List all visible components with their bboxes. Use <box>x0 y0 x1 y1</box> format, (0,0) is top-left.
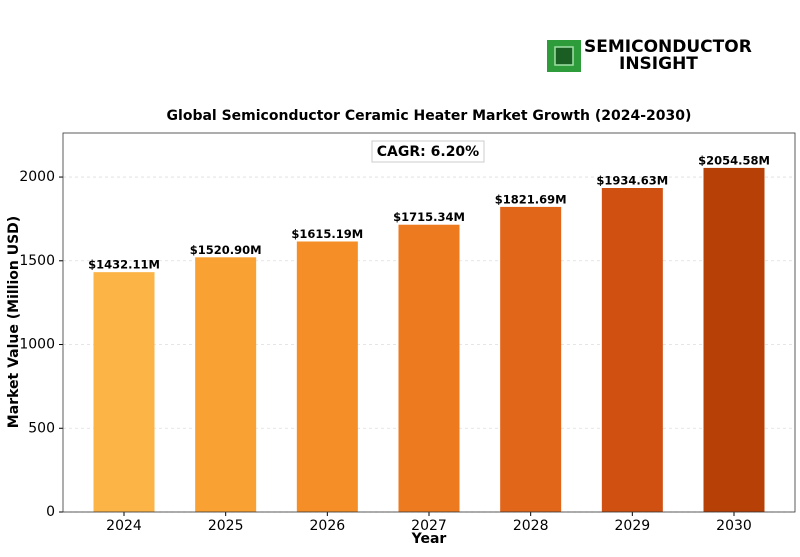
x-tick-label: 2025 <box>208 518 244 534</box>
y-tick-label: 0 <box>46 504 55 520</box>
bar <box>601 187 663 512</box>
logo-chip <box>554 46 574 66</box>
x-tick-label: 2024 <box>106 518 142 534</box>
annotation: CAGR: 6.20% <box>377 144 479 160</box>
bar <box>703 167 765 512</box>
x-axis-label: Year <box>411 531 447 547</box>
bar <box>195 257 257 512</box>
bar <box>93 272 155 512</box>
value-label: $1520.90M <box>190 243 262 257</box>
y-tick-label: 1500 <box>19 253 55 269</box>
value-label: $1715.34M <box>393 210 465 224</box>
value-label: $1934.63M <box>596 173 668 187</box>
value-label: $2054.58M <box>698 153 770 167</box>
bar <box>398 224 460 513</box>
bar <box>500 206 562 512</box>
x-tick-label: 2029 <box>615 518 651 534</box>
x-tick-label: 2028 <box>513 518 549 534</box>
y-tick-label: 1000 <box>19 337 55 353</box>
bar <box>296 241 358 512</box>
annotation-box <box>371 140 485 163</box>
y-tick-label: 500 <box>28 420 55 436</box>
value-label: $1432.11M <box>88 258 160 272</box>
chart-title: Global Semiconductor Ceramic Heater Mark… <box>167 108 692 124</box>
value-label: $1821.69M <box>495 192 567 206</box>
logo: SEMICONDUCTOR INSIGHT <box>547 37 752 74</box>
y-tick-label: 2000 <box>19 169 55 185</box>
logo-text: SEMICONDUCTOR <box>584 37 752 57</box>
x-tick-label: 2030 <box>716 518 752 534</box>
x-tick-label: 2027 <box>411 518 447 534</box>
logo-text: INSIGHT <box>619 54 698 74</box>
plot-frame <box>62 132 796 513</box>
value-label: $1615.19M <box>291 227 363 241</box>
x-tick-label: 2026 <box>310 518 346 534</box>
y-axis-label: Market Value (Million USD) <box>6 216 22 428</box>
